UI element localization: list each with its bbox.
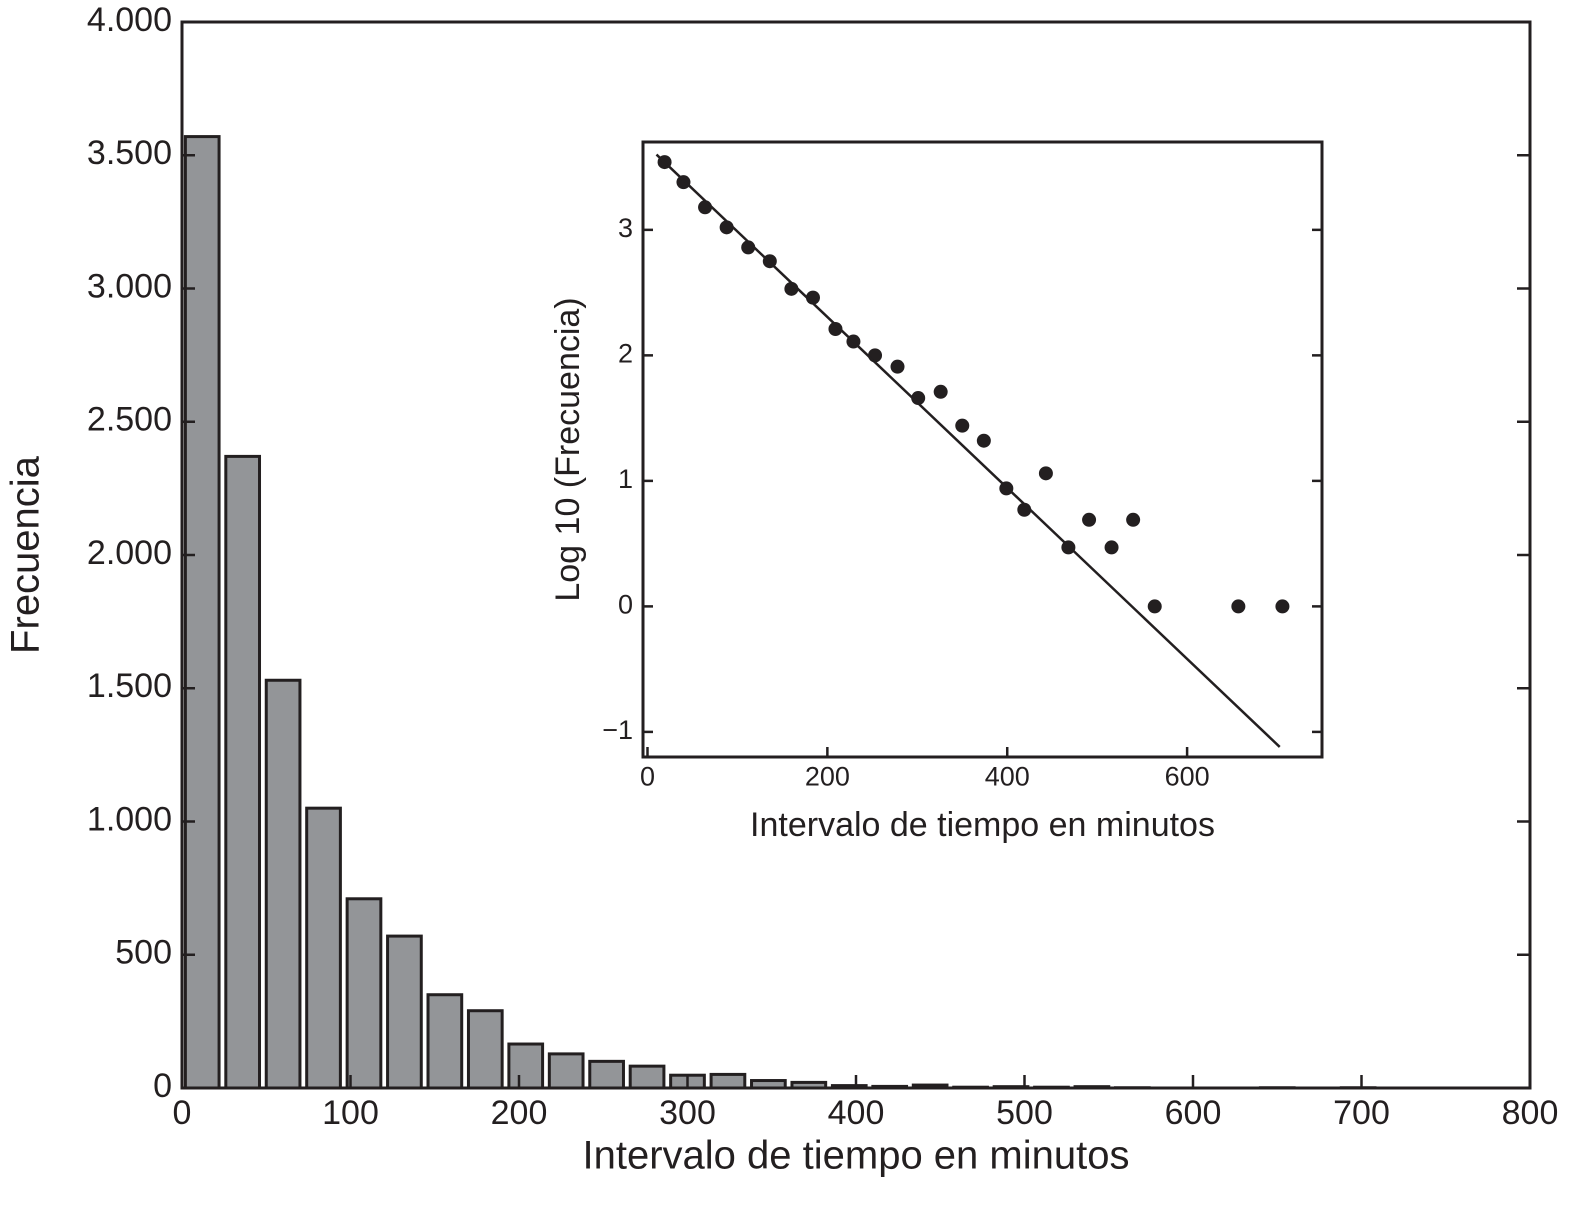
y-tick-label: 500 <box>115 934 172 972</box>
point <box>1104 540 1119 555</box>
point <box>955 418 970 433</box>
bar <box>264 678 302 1090</box>
point <box>1082 512 1097 527</box>
x-tick-label: 700 <box>1333 1094 1390 1132</box>
y-tick-label: 2.500 <box>87 401 172 439</box>
y-tick-label: 2.000 <box>87 534 172 572</box>
inset-background <box>643 142 1322 757</box>
bar <box>305 806 342 1090</box>
x-axis-label: Intervalo de tiempo en minutos <box>750 806 1215 844</box>
y-tick-label: 0 <box>153 1067 172 1105</box>
plot-frame <box>641 140 1324 759</box>
bar <box>386 934 423 1090</box>
bar <box>547 1052 585 1090</box>
point <box>868 348 883 363</box>
bar <box>709 1072 747 1090</box>
x-tick-label: 100 <box>322 1094 379 1132</box>
point <box>1126 512 1141 527</box>
bar <box>426 993 464 1090</box>
point <box>1038 466 1053 481</box>
y-tick-label: 0 <box>618 590 633 620</box>
x-tick-label: 0 <box>640 762 655 792</box>
y-tick-label: −1 <box>602 715 633 745</box>
x-tick-label: 0 <box>173 1094 192 1132</box>
bar <box>345 897 383 1090</box>
y-tick-label: 3.000 <box>87 267 172 305</box>
fit-line <box>655 153 1281 748</box>
point <box>1275 599 1290 614</box>
y-tick-label: 1.500 <box>87 667 172 705</box>
x-tick-label: 200 <box>805 762 850 792</box>
bar <box>183 135 221 1090</box>
x-tick-label: 200 <box>491 1094 548 1132</box>
point <box>976 433 991 448</box>
point <box>933 384 948 399</box>
point <box>890 359 905 374</box>
point <box>1231 599 1246 614</box>
y-tick-label: 4.000 <box>87 1 172 39</box>
y-tick-label: 3 <box>618 213 633 243</box>
x-tick-label: 400 <box>828 1094 885 1132</box>
x-tick-label: 500 <box>996 1094 1053 1132</box>
point <box>828 322 843 337</box>
y-axis-label: Frecuencia <box>4 455 48 654</box>
y-axis-label: Log 10 (Frecuencia) <box>549 297 587 601</box>
y-tick-label: 3.500 <box>87 134 172 172</box>
x-tick-label: 600 <box>1165 1094 1222 1132</box>
x-tick-label: 800 <box>1502 1094 1559 1132</box>
x-axis-label: Intervalo de tiempo en minutos <box>583 1134 1130 1178</box>
y-tick-label: 1.000 <box>87 800 172 838</box>
y-tick-label: 2 <box>618 338 633 368</box>
x-tick-label: 300 <box>659 1094 716 1132</box>
point <box>1147 599 1162 614</box>
bar <box>588 1059 625 1090</box>
bar <box>224 454 262 1090</box>
x-tick-label: 400 <box>985 762 1030 792</box>
x-tick-label: 600 <box>1165 762 1210 792</box>
bar <box>628 1064 666 1090</box>
bar <box>507 1042 545 1090</box>
bar <box>466 1009 504 1090</box>
point <box>676 175 691 190</box>
y-tick-label: 1 <box>618 464 633 494</box>
